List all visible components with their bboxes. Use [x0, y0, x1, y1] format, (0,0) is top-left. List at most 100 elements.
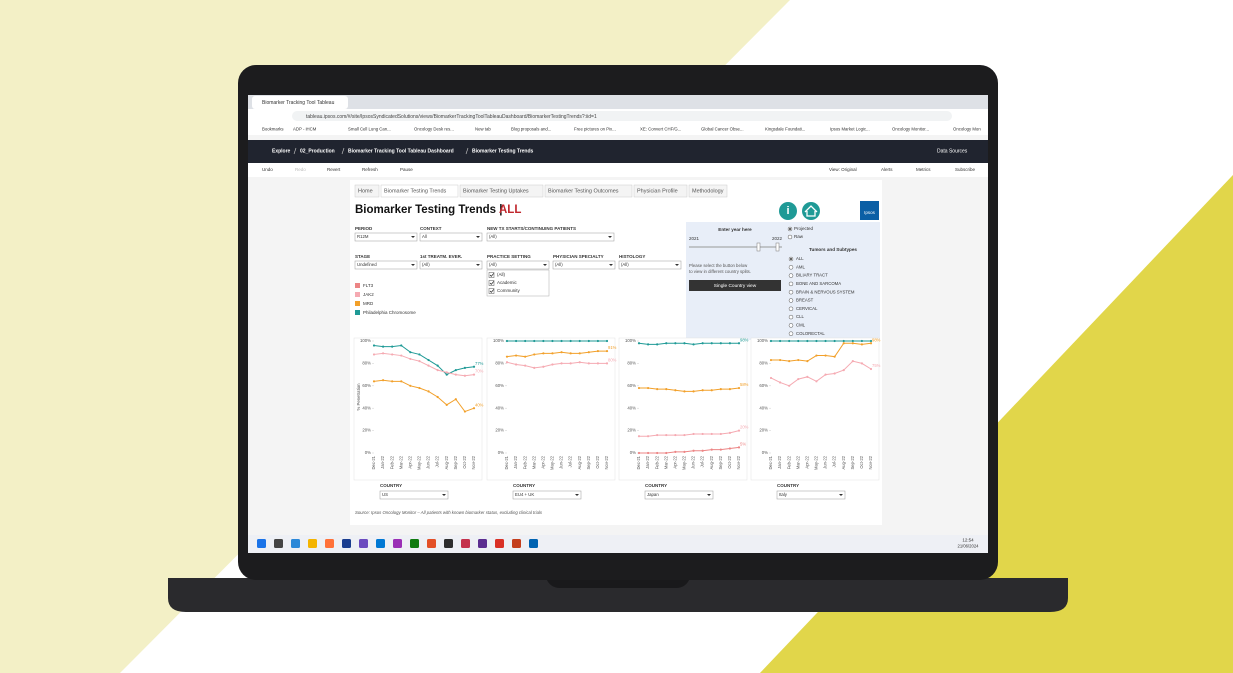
bookmark[interactable]: Ipsos Market Logic...: [830, 127, 870, 132]
taskbar-icon[interactable]: [410, 539, 419, 548]
bookmark[interactable]: XE: Convert CHF/G...: [640, 127, 681, 132]
data-sources[interactable]: Data Sources: [937, 148, 968, 154]
url-field[interactable]: [292, 111, 952, 121]
filter-select[interactable]: [419, 232, 483, 242]
nav-tab[interactable]: [354, 184, 380, 198]
toolbar-item[interactable]: View: Original: [829, 167, 857, 172]
filter-select[interactable]: [419, 260, 483, 270]
nav-tab-label[interactable]: Home: [358, 188, 373, 194]
tumor-option[interactable]: BILIARY TRACT: [796, 273, 828, 278]
bookmark[interactable]: Kingsdale Foundati...: [765, 127, 805, 132]
taskbar-icon[interactable]: [393, 539, 402, 548]
tumor-option[interactable]: CLL: [796, 314, 804, 319]
tumor-option[interactable]: AML: [796, 264, 805, 269]
year-slider-handle[interactable]: [756, 242, 761, 252]
filter-select[interactable]: [486, 232, 615, 242]
taskbar-icon[interactable]: [257, 539, 266, 548]
active-tab[interactable]: [252, 96, 348, 109]
nav-tab-label[interactable]: Biomarker Testing Outcomes: [548, 188, 619, 194]
country-select[interactable]: [512, 490, 582, 500]
taskbar-icon[interactable]: [495, 539, 504, 548]
breadcrumb[interactable]: Biomarker Tracking Tool Tableau Dashboar…: [348, 148, 454, 154]
bookmark[interactable]: Blog proposals and...: [511, 127, 551, 132]
dropdown-option[interactable]: (All): [497, 272, 505, 277]
radio[interactable]: [788, 323, 794, 328]
toolbar-item[interactable]: Revert: [327, 167, 341, 172]
tumor-option[interactable]: COLORECTAL: [796, 331, 825, 336]
dropdown-option[interactable]: Community: [497, 288, 521, 293]
radio[interactable]: [787, 234, 793, 240]
toolbar-item[interactable]: Redo: [295, 167, 306, 172]
nav-tab-label[interactable]: Methodology: [692, 188, 724, 194]
breadcrumb[interactable]: 02_Production: [300, 148, 335, 154]
tumor-option[interactable]: ALL: [796, 256, 804, 261]
taskbar-icon[interactable]: [308, 539, 317, 548]
taskbar-icon[interactable]: [376, 539, 385, 548]
nav-tab[interactable]: [380, 184, 459, 198]
year-slider-handle[interactable]: [775, 242, 780, 252]
radio[interactable]: [788, 289, 794, 295]
filter-select[interactable]: [618, 260, 682, 270]
radio[interactable]: [788, 298, 794, 303]
radio[interactable]: [788, 273, 794, 278]
checkbox[interactable]: [488, 272, 495, 278]
tumor-option[interactable]: CML: [796, 323, 806, 328]
tumor-option[interactable]: BONE AND SARCOMA: [796, 281, 841, 286]
bookmark[interactable]: Bookmarks: [262, 127, 284, 132]
taskbar-icon[interactable]: [512, 539, 521, 548]
taskbar-icon[interactable]: [529, 539, 538, 548]
taskbar-icon[interactable]: [342, 539, 351, 548]
filter-select[interactable]: [486, 260, 550, 270]
radio[interactable]: [788, 306, 794, 312]
country-select[interactable]: [776, 490, 846, 500]
toolbar-item[interactable]: Alerts: [881, 167, 893, 172]
radio[interactable]: [788, 265, 794, 270]
dropdown-option[interactable]: Academic: [497, 280, 518, 285]
toolbar-item[interactable]: Undo: [262, 167, 273, 172]
nav-tab-label[interactable]: Biomarker Testing Trends: [384, 188, 447, 194]
button-label[interactable]: Single Country view: [714, 283, 757, 289]
taskbar-icon[interactable]: [427, 539, 436, 548]
breadcrumb[interactable]: Explore: [272, 148, 291, 154]
taskbar-icon[interactable]: [444, 539, 453, 548]
breadcrumb[interactable]: Biomarker Testing Trends: [472, 148, 534, 154]
nav-tab[interactable]: [688, 184, 728, 198]
country-button[interactable]: [689, 280, 781, 291]
bookmark[interactable]: Oncology Monitor...: [892, 127, 929, 132]
checkbox[interactable]: [488, 280, 495, 286]
toolbar-item[interactable]: Metrics: [916, 167, 931, 172]
info-icon[interactable]: [779, 202, 797, 220]
taskbar-icon[interactable]: [291, 539, 300, 548]
taskbar-icon[interactable]: [478, 539, 487, 548]
tumor-option[interactable]: BRAIN & NERVOUS SYSTEM: [796, 289, 855, 294]
taskbar-icon[interactable]: [461, 539, 470, 548]
radio[interactable]: [788, 314, 794, 320]
radio[interactable]: [788, 281, 794, 287]
country-select[interactable]: [644, 490, 714, 500]
filter-select[interactable]: [552, 260, 616, 270]
nav-tab-label[interactable]: Physician Profile: [637, 188, 678, 194]
checkbox[interactable]: [488, 288, 495, 294]
bookmark[interactable]: ADP - iHCM: [293, 127, 317, 132]
nav-tab[interactable]: [633, 184, 688, 198]
bookmark[interactable]: Global Cancer Obse...: [701, 127, 744, 132]
tumor-option[interactable]: CERVICAL: [796, 306, 818, 311]
radio[interactable]: [788, 331, 794, 336]
toolbar-item[interactable]: Pause: [400, 167, 413, 172]
bookmark[interactable]: Free pictures on Pix...: [574, 127, 616, 132]
nav-tab[interactable]: [544, 184, 633, 198]
bookmark[interactable]: Oncology Desk res...: [414, 127, 454, 132]
filter-select[interactable]: [354, 260, 418, 270]
taskbar-icon[interactable]: [274, 539, 283, 548]
taskbar-icon[interactable]: [359, 539, 368, 548]
bookmark[interactable]: New tab: [475, 127, 491, 132]
bookmark[interactable]: Small Cell Lung Can...: [348, 127, 391, 132]
filter-select[interactable]: [354, 232, 418, 242]
toolbar-item[interactable]: Refresh: [362, 167, 378, 172]
bookmark[interactable]: Oncology Mon: [953, 127, 981, 132]
taskbar-icon[interactable]: [325, 539, 334, 548]
home-icon[interactable]: [802, 202, 820, 220]
toolbar-item[interactable]: Subscribe: [955, 167, 976, 172]
nav-tab-label[interactable]: Biomarker Testing Uptakes: [463, 188, 529, 194]
tumor-option[interactable]: BREAST: [796, 298, 814, 303]
